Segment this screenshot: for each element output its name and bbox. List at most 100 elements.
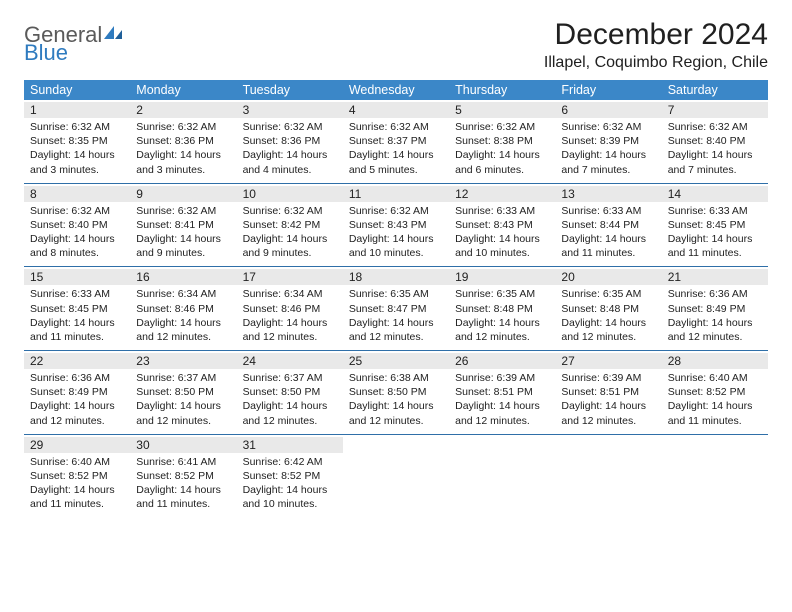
week-row: 15Sunrise: 6:33 AMSunset: 8:45 PMDayligh…	[24, 267, 768, 351]
logo-sail-icon	[102, 24, 124, 46]
weekday-header: Tuesday	[237, 80, 343, 100]
sunset-line: Sunset: 8:45 PM	[30, 302, 124, 316]
weekday-header: Thursday	[449, 80, 555, 100]
daylight-line: and 11 minutes.	[561, 246, 655, 260]
weekday-header: Sunday	[24, 80, 130, 100]
weekday-header: Monday	[130, 80, 236, 100]
daylight-line: Daylight: 14 hours	[561, 316, 655, 330]
sunset-line: Sunset: 8:48 PM	[455, 302, 549, 316]
calendar-page: General Blue December 2024 Illapel, Coqu…	[0, 0, 792, 527]
daylight-line: Daylight: 14 hours	[30, 232, 124, 246]
day-number-bar: 7	[662, 102, 768, 118]
day-number-bar: 26	[449, 353, 555, 369]
daylight-line: and 12 minutes.	[136, 330, 230, 344]
day-cell: 15Sunrise: 6:33 AMSunset: 8:45 PMDayligh…	[24, 267, 130, 350]
day-cell: 7Sunrise: 6:32 AMSunset: 8:40 PMDaylight…	[662, 100, 768, 183]
day-cell: 25Sunrise: 6:38 AMSunset: 8:50 PMDayligh…	[343, 351, 449, 434]
sunset-line: Sunset: 8:36 PM	[243, 134, 337, 148]
day-number: 21	[668, 270, 762, 284]
daylight-line: Daylight: 14 hours	[561, 148, 655, 162]
day-cell	[449, 435, 555, 518]
sunset-line: Sunset: 8:43 PM	[455, 218, 549, 232]
sunrise-line: Sunrise: 6:41 AM	[136, 455, 230, 469]
day-number: 23	[136, 354, 230, 368]
day-cell: 20Sunrise: 6:35 AMSunset: 8:48 PMDayligh…	[555, 267, 661, 350]
sunrise-line: Sunrise: 6:32 AM	[243, 204, 337, 218]
day-cell: 13Sunrise: 6:33 AMSunset: 8:44 PMDayligh…	[555, 184, 661, 267]
day-number-bar: 8	[24, 186, 130, 202]
day-number: 29	[30, 438, 124, 452]
sunrise-line: Sunrise: 6:36 AM	[30, 371, 124, 385]
day-number: 3	[243, 103, 337, 117]
sunset-line: Sunset: 8:44 PM	[561, 218, 655, 232]
daylight-line: and 11 minutes.	[30, 330, 124, 344]
daylight-line: and 4 minutes.	[243, 163, 337, 177]
day-cell: 17Sunrise: 6:34 AMSunset: 8:46 PMDayligh…	[237, 267, 343, 350]
sunset-line: Sunset: 8:35 PM	[30, 134, 124, 148]
sunset-line: Sunset: 8:49 PM	[668, 302, 762, 316]
day-number-bar: 6	[555, 102, 661, 118]
sunrise-line: Sunrise: 6:32 AM	[349, 204, 443, 218]
day-number-bar: 31	[237, 437, 343, 453]
day-cell: 23Sunrise: 6:37 AMSunset: 8:50 PMDayligh…	[130, 351, 236, 434]
day-number-bar: 14	[662, 186, 768, 202]
sunset-line: Sunset: 8:40 PM	[668, 134, 762, 148]
day-number: 8	[30, 187, 124, 201]
day-number-bar: 24	[237, 353, 343, 369]
daylight-line: and 9 minutes.	[243, 246, 337, 260]
daylight-line: and 12 minutes.	[136, 414, 230, 428]
sunrise-line: Sunrise: 6:32 AM	[455, 120, 549, 134]
daylight-line: and 12 minutes.	[349, 414, 443, 428]
sunset-line: Sunset: 8:40 PM	[30, 218, 124, 232]
daylight-line: and 7 minutes.	[668, 163, 762, 177]
day-number-bar: 5	[449, 102, 555, 118]
day-cell: 19Sunrise: 6:35 AMSunset: 8:48 PMDayligh…	[449, 267, 555, 350]
weekday-header-row: SundayMondayTuesdayWednesdayThursdayFrid…	[24, 80, 768, 100]
daylight-line: Daylight: 14 hours	[349, 232, 443, 246]
day-number: 31	[243, 438, 337, 452]
daylight-line: Daylight: 14 hours	[30, 399, 124, 413]
day-number: 30	[136, 438, 230, 452]
daylight-line: Daylight: 14 hours	[243, 232, 337, 246]
sunrise-line: Sunrise: 6:37 AM	[136, 371, 230, 385]
day-number: 25	[349, 354, 443, 368]
sunrise-line: Sunrise: 6:33 AM	[561, 204, 655, 218]
day-number: 26	[455, 354, 549, 368]
week-row: 1Sunrise: 6:32 AMSunset: 8:35 PMDaylight…	[24, 100, 768, 184]
weeks-container: 1Sunrise: 6:32 AMSunset: 8:35 PMDaylight…	[24, 100, 768, 517]
day-number-bar: 21	[662, 269, 768, 285]
day-cell: 22Sunrise: 6:36 AMSunset: 8:49 PMDayligh…	[24, 351, 130, 434]
daylight-line: Daylight: 14 hours	[136, 148, 230, 162]
day-number: 28	[668, 354, 762, 368]
sunrise-line: Sunrise: 6:32 AM	[136, 120, 230, 134]
sunrise-line: Sunrise: 6:40 AM	[30, 455, 124, 469]
day-number-bar: 22	[24, 353, 130, 369]
daylight-line: and 8 minutes.	[30, 246, 124, 260]
day-number: 16	[136, 270, 230, 284]
sunset-line: Sunset: 8:43 PM	[349, 218, 443, 232]
day-number-bar: 3	[237, 102, 343, 118]
day-cell: 5Sunrise: 6:32 AMSunset: 8:38 PMDaylight…	[449, 100, 555, 183]
day-cell	[662, 435, 768, 518]
day-number: 18	[349, 270, 443, 284]
day-cell: 30Sunrise: 6:41 AMSunset: 8:52 PMDayligh…	[130, 435, 236, 518]
daylight-line: and 12 minutes.	[30, 414, 124, 428]
day-cell: 18Sunrise: 6:35 AMSunset: 8:47 PMDayligh…	[343, 267, 449, 350]
sunset-line: Sunset: 8:51 PM	[561, 385, 655, 399]
day-number: 4	[349, 103, 443, 117]
day-number: 7	[668, 103, 762, 117]
day-number-bar: 19	[449, 269, 555, 285]
day-number: 5	[455, 103, 549, 117]
day-cell	[343, 435, 449, 518]
sunset-line: Sunset: 8:48 PM	[561, 302, 655, 316]
day-number: 12	[455, 187, 549, 201]
day-cell: 9Sunrise: 6:32 AMSunset: 8:41 PMDaylight…	[130, 184, 236, 267]
day-number-bar: 28	[662, 353, 768, 369]
day-cell: 12Sunrise: 6:33 AMSunset: 8:43 PMDayligh…	[449, 184, 555, 267]
day-number: 10	[243, 187, 337, 201]
day-number: 9	[136, 187, 230, 201]
daylight-line: Daylight: 14 hours	[243, 399, 337, 413]
sunrise-line: Sunrise: 6:32 AM	[30, 204, 124, 218]
location-subtitle: Illapel, Coquimbo Region, Chile	[544, 54, 768, 72]
day-cell: 6Sunrise: 6:32 AMSunset: 8:39 PMDaylight…	[555, 100, 661, 183]
